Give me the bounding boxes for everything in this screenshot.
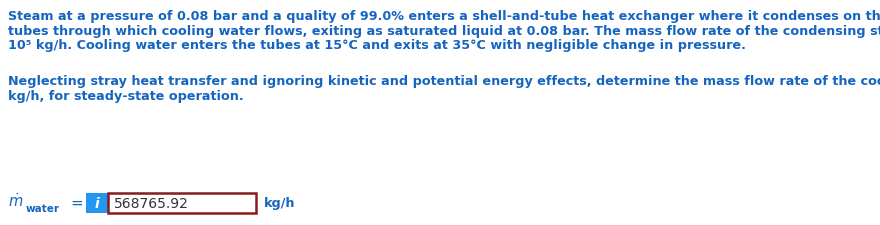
Text: Steam at a pressure of 0.08 bar and a quality of 99.0% enters a shell-and-tube h: Steam at a pressure of 0.08 bar and a qu…: [8, 10, 880, 23]
Text: tubes through which cooling water flows, exiting as saturated liquid at 0.08 bar: tubes through which cooling water flows,…: [8, 24, 880, 37]
Text: Neglecting stray heat transfer and ignoring kinetic and potential energy effects: Neglecting stray heat transfer and ignor…: [8, 75, 880, 88]
FancyBboxPatch shape: [108, 193, 256, 213]
Text: 568765.92: 568765.92: [114, 196, 189, 210]
Text: =: =: [70, 195, 83, 209]
Text: kg/h: kg/h: [264, 197, 296, 209]
Text: i: i: [95, 196, 99, 210]
Text: $\dot{m}$: $\dot{m}$: [8, 191, 23, 209]
Text: water: water: [26, 203, 60, 213]
Text: kg/h, for steady-state operation.: kg/h, for steady-state operation.: [8, 90, 244, 103]
Text: 10⁵ kg/h. Cooling water enters the tubes at 15°C and exits at 35°C with negligib: 10⁵ kg/h. Cooling water enters the tubes…: [8, 39, 746, 52]
FancyBboxPatch shape: [86, 193, 108, 213]
